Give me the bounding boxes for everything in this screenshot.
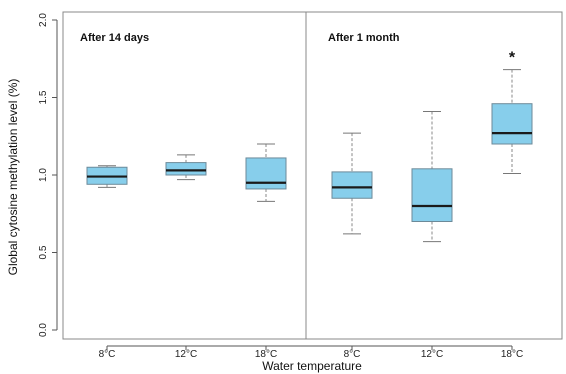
y-tick-label: 0.0 xyxy=(38,323,49,337)
significance-marker: * xyxy=(509,50,516,67)
x-tick-label: 8°C xyxy=(344,349,361,360)
x-tick-label: 12°C xyxy=(421,349,443,360)
y-tick-label: 1.0 xyxy=(38,168,49,182)
y-axis-title: Global cytosine methylation level (%) xyxy=(6,79,20,276)
iqr-box xyxy=(491,103,533,145)
y-tick-label: 1.5 xyxy=(38,90,49,104)
panel-title: After 1 month xyxy=(328,32,400,44)
x-tick-label: 18°C xyxy=(255,349,277,360)
y-tick-label: 0.5 xyxy=(38,245,49,259)
x-tick-label: 18°C xyxy=(501,349,523,360)
iqr-box xyxy=(245,157,287,190)
x-tick-label: 8°C xyxy=(99,349,116,360)
x-tick-label: 12°C xyxy=(175,349,197,360)
panel-title: After 14 days xyxy=(80,32,149,44)
iqr-box xyxy=(331,171,373,199)
x-axis-title: Water temperature xyxy=(262,359,362,373)
plot-frame xyxy=(62,11,563,340)
iqr-box xyxy=(411,168,453,223)
y-tick-label: 2.0 xyxy=(38,13,49,27)
iqr-box xyxy=(165,162,207,176)
